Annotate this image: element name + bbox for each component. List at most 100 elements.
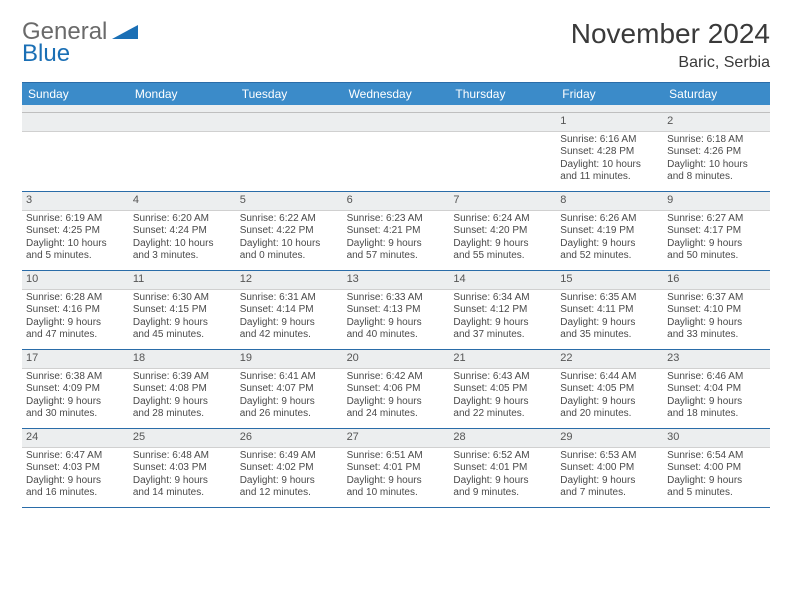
day-line-ss: Sunset: 4:22 PM	[240, 225, 339, 238]
day-body: Sunrise: 6:28 AMSunset: 4:16 PMDaylight:…	[22, 290, 129, 346]
calendar-cell: 5Sunrise: 6:22 AMSunset: 4:22 PMDaylight…	[236, 192, 343, 270]
day-line-dl1: Daylight: 9 hours	[347, 317, 446, 330]
day-line-dl1: Daylight: 9 hours	[453, 396, 552, 409]
calendar: Sunday Monday Tuesday Wednesday Thursday…	[22, 82, 770, 508]
day-line-sr: Sunrise: 6:52 AM	[453, 450, 552, 463]
day-line-dl2: and 57 minutes.	[347, 250, 446, 263]
day-body: Sunrise: 6:23 AMSunset: 4:21 PMDaylight:…	[343, 211, 450, 267]
spacer-row	[22, 105, 770, 113]
day-number: 7	[449, 192, 556, 211]
day-body: Sunrise: 6:41 AMSunset: 4:07 PMDaylight:…	[236, 369, 343, 425]
calendar-cell: 19Sunrise: 6:41 AMSunset: 4:07 PMDayligh…	[236, 350, 343, 428]
day-number: 24	[22, 429, 129, 448]
day-line-sr: Sunrise: 6:27 AM	[667, 213, 766, 226]
day-line-dl2: and 28 minutes.	[133, 408, 232, 421]
day-number: 8	[556, 192, 663, 211]
day-line-dl1: Daylight: 9 hours	[240, 317, 339, 330]
calendar-cell	[236, 113, 343, 191]
day-line-ss: Sunset: 4:03 PM	[26, 462, 125, 475]
day-line-sr: Sunrise: 6:35 AM	[560, 292, 659, 305]
day-line-ss: Sunset: 4:25 PM	[26, 225, 125, 238]
calendar-cell: 10Sunrise: 6:28 AMSunset: 4:16 PMDayligh…	[22, 271, 129, 349]
day-line-sr: Sunrise: 6:23 AM	[347, 213, 446, 226]
day-body: Sunrise: 6:42 AMSunset: 4:06 PMDaylight:…	[343, 369, 450, 425]
day-body: Sunrise: 6:47 AMSunset: 4:03 PMDaylight:…	[22, 448, 129, 504]
day-line-dl1: Daylight: 10 hours	[240, 238, 339, 251]
calendar-cell	[129, 113, 236, 191]
week-row: 10Sunrise: 6:28 AMSunset: 4:16 PMDayligh…	[22, 271, 770, 350]
day-line-dl2: and 24 minutes.	[347, 408, 446, 421]
day-line-sr: Sunrise: 6:31 AM	[240, 292, 339, 305]
day-line-dl1: Daylight: 9 hours	[347, 238, 446, 251]
day-line-dl2: and 26 minutes.	[240, 408, 339, 421]
day-number: 10	[22, 271, 129, 290]
day-number: 14	[449, 271, 556, 290]
day-line-dl2: and 9 minutes.	[453, 487, 552, 500]
day-number: 17	[22, 350, 129, 369]
day-line-dl2: and 37 minutes.	[453, 329, 552, 342]
dow-row: Sunday Monday Tuesday Wednesday Thursday…	[22, 83, 770, 105]
day-number: 25	[129, 429, 236, 448]
day-number: 12	[236, 271, 343, 290]
day-line-dl1: Daylight: 9 hours	[667, 475, 766, 488]
day-line-dl1: Daylight: 9 hours	[453, 238, 552, 251]
day-body: Sunrise: 6:31 AMSunset: 4:14 PMDaylight:…	[236, 290, 343, 346]
day-line-dl2: and 10 minutes.	[347, 487, 446, 500]
day-number: 4	[129, 192, 236, 211]
day-line-dl2: and 42 minutes.	[240, 329, 339, 342]
day-number: 27	[343, 429, 450, 448]
day-line-ss: Sunset: 4:02 PM	[240, 462, 339, 475]
day-line-dl2: and 22 minutes.	[453, 408, 552, 421]
day-number-empty	[343, 113, 450, 132]
calendar-cell: 30Sunrise: 6:54 AMSunset: 4:00 PMDayligh…	[663, 429, 770, 507]
day-line-sr: Sunrise: 6:18 AM	[667, 134, 766, 147]
calendar-cell: 16Sunrise: 6:37 AMSunset: 4:10 PMDayligh…	[663, 271, 770, 349]
day-body: Sunrise: 6:49 AMSunset: 4:02 PMDaylight:…	[236, 448, 343, 504]
day-line-ss: Sunset: 4:20 PM	[453, 225, 552, 238]
day-body: Sunrise: 6:34 AMSunset: 4:12 PMDaylight:…	[449, 290, 556, 346]
day-body: Sunrise: 6:18 AMSunset: 4:26 PMDaylight:…	[663, 132, 770, 188]
day-line-dl2: and 16 minutes.	[26, 487, 125, 500]
day-line-dl1: Daylight: 9 hours	[240, 475, 339, 488]
dow-sat: Saturday	[663, 83, 770, 105]
day-line-ss: Sunset: 4:00 PM	[667, 462, 766, 475]
day-line-dl2: and 35 minutes.	[560, 329, 659, 342]
week-row: 1Sunrise: 6:16 AMSunset: 4:28 PMDaylight…	[22, 113, 770, 192]
day-line-ss: Sunset: 4:01 PM	[453, 462, 552, 475]
header: General Blue November 2024 Baric, Serbia	[22, 18, 770, 72]
day-line-sr: Sunrise: 6:43 AM	[453, 371, 552, 384]
day-line-dl2: and 8 minutes.	[667, 171, 766, 184]
calendar-cell: 27Sunrise: 6:51 AMSunset: 4:01 PMDayligh…	[343, 429, 450, 507]
day-number: 19	[236, 350, 343, 369]
calendar-cell	[449, 113, 556, 191]
day-line-ss: Sunset: 4:06 PM	[347, 383, 446, 396]
day-line-dl2: and 40 minutes.	[347, 329, 446, 342]
calendar-cell: 21Sunrise: 6:43 AMSunset: 4:05 PMDayligh…	[449, 350, 556, 428]
calendar-cell: 8Sunrise: 6:26 AMSunset: 4:19 PMDaylight…	[556, 192, 663, 270]
day-body: Sunrise: 6:30 AMSunset: 4:15 PMDaylight:…	[129, 290, 236, 346]
dow-sun: Sunday	[22, 83, 129, 105]
day-line-dl1: Daylight: 9 hours	[240, 396, 339, 409]
calendar-cell: 17Sunrise: 6:38 AMSunset: 4:09 PMDayligh…	[22, 350, 129, 428]
calendar-cell: 13Sunrise: 6:33 AMSunset: 4:13 PMDayligh…	[343, 271, 450, 349]
day-line-sr: Sunrise: 6:53 AM	[560, 450, 659, 463]
day-line-dl1: Daylight: 9 hours	[667, 396, 766, 409]
day-line-sr: Sunrise: 6:48 AM	[133, 450, 232, 463]
day-line-dl1: Daylight: 9 hours	[133, 317, 232, 330]
day-line-sr: Sunrise: 6:39 AM	[133, 371, 232, 384]
day-line-dl2: and 5 minutes.	[26, 250, 125, 263]
day-number: 9	[663, 192, 770, 211]
day-number: 26	[236, 429, 343, 448]
day-number-empty	[22, 113, 129, 132]
day-number: 20	[343, 350, 450, 369]
day-number-empty	[236, 113, 343, 132]
day-line-sr: Sunrise: 6:26 AM	[560, 213, 659, 226]
calendar-cell: 22Sunrise: 6:44 AMSunset: 4:05 PMDayligh…	[556, 350, 663, 428]
day-number: 23	[663, 350, 770, 369]
day-line-ss: Sunset: 4:04 PM	[667, 383, 766, 396]
day-line-ss: Sunset: 4:15 PM	[133, 304, 232, 317]
calendar-cell	[22, 113, 129, 191]
dow-tue: Tuesday	[236, 83, 343, 105]
calendar-cell: 2Sunrise: 6:18 AMSunset: 4:26 PMDaylight…	[663, 113, 770, 191]
day-line-ss: Sunset: 4:07 PM	[240, 383, 339, 396]
